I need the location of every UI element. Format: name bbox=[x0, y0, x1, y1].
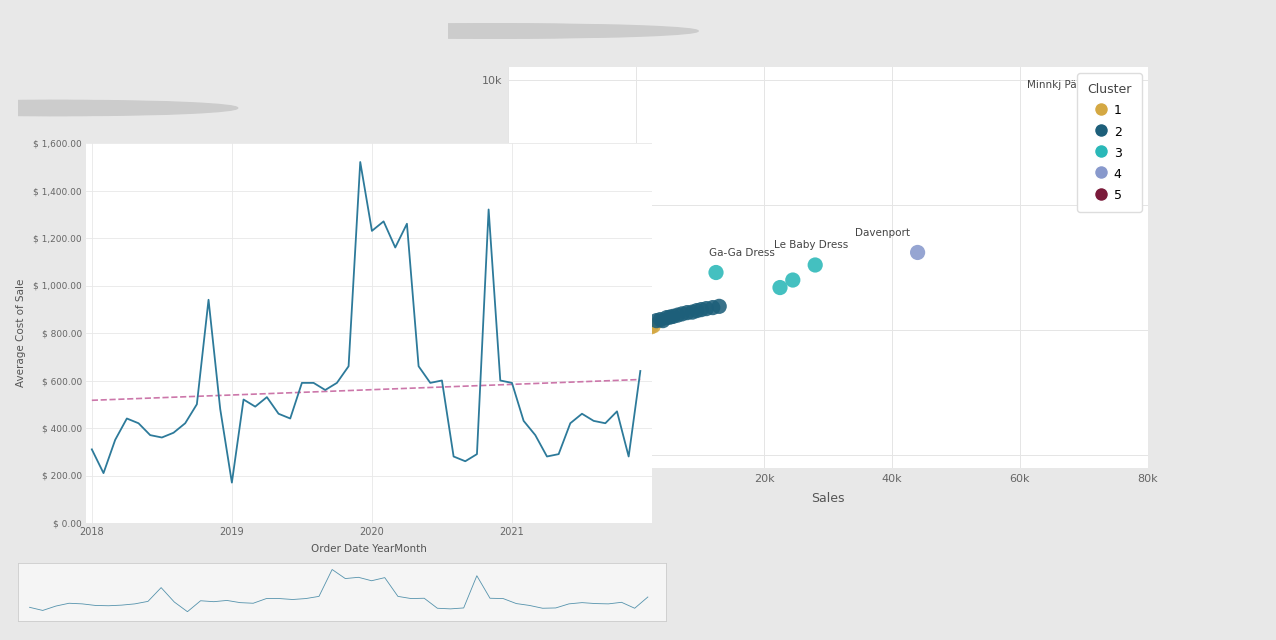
Point bbox=[643, 321, 664, 331]
Circle shape bbox=[0, 100, 237, 115]
Text: Davenport: Davenport bbox=[855, 228, 910, 238]
Circle shape bbox=[0, 100, 197, 115]
Point bbox=[637, 323, 657, 333]
Point bbox=[633, 324, 653, 334]
Point bbox=[683, 307, 703, 317]
Y-axis label: Average Cost of Sale: Average Cost of Sale bbox=[461, 202, 473, 333]
Point bbox=[667, 310, 688, 320]
Circle shape bbox=[0, 100, 217, 115]
Point bbox=[660, 312, 680, 323]
Point bbox=[664, 311, 684, 321]
Point bbox=[672, 308, 693, 319]
Legend: 1, 2, 3, 4, 5: 1, 2, 3, 4, 5 bbox=[1077, 73, 1142, 212]
Point bbox=[692, 305, 712, 315]
Point bbox=[805, 260, 826, 270]
Point bbox=[703, 303, 723, 313]
Circle shape bbox=[313, 24, 674, 38]
Point bbox=[709, 301, 730, 312]
Point bbox=[646, 316, 666, 326]
Point bbox=[634, 322, 655, 332]
Y-axis label: Average Cost of Sale: Average Cost of Sale bbox=[17, 279, 26, 387]
Point bbox=[769, 282, 790, 292]
Text: Le Baby Dress: Le Baby Dress bbox=[773, 241, 847, 250]
Text: Ga-Ga Dress: Ga-Ga Dress bbox=[709, 248, 775, 258]
Point bbox=[641, 322, 661, 332]
X-axis label: Order Date YearMonth: Order Date YearMonth bbox=[311, 544, 427, 554]
Point bbox=[1094, 99, 1114, 109]
Circle shape bbox=[288, 24, 649, 38]
Point bbox=[782, 275, 803, 285]
Point bbox=[907, 247, 928, 257]
Point bbox=[629, 324, 649, 334]
Point bbox=[638, 321, 658, 332]
Text: Minnkj Pälsii: Minnkj Pälsii bbox=[1027, 80, 1091, 90]
Point bbox=[649, 314, 670, 324]
Point bbox=[657, 312, 678, 323]
Point bbox=[697, 303, 717, 314]
X-axis label: Sales: Sales bbox=[812, 492, 845, 505]
Point bbox=[627, 326, 647, 337]
Point bbox=[678, 307, 698, 317]
Point bbox=[706, 268, 726, 278]
Point bbox=[632, 323, 652, 333]
Point bbox=[652, 316, 672, 326]
Point bbox=[686, 305, 707, 316]
Circle shape bbox=[337, 24, 698, 38]
